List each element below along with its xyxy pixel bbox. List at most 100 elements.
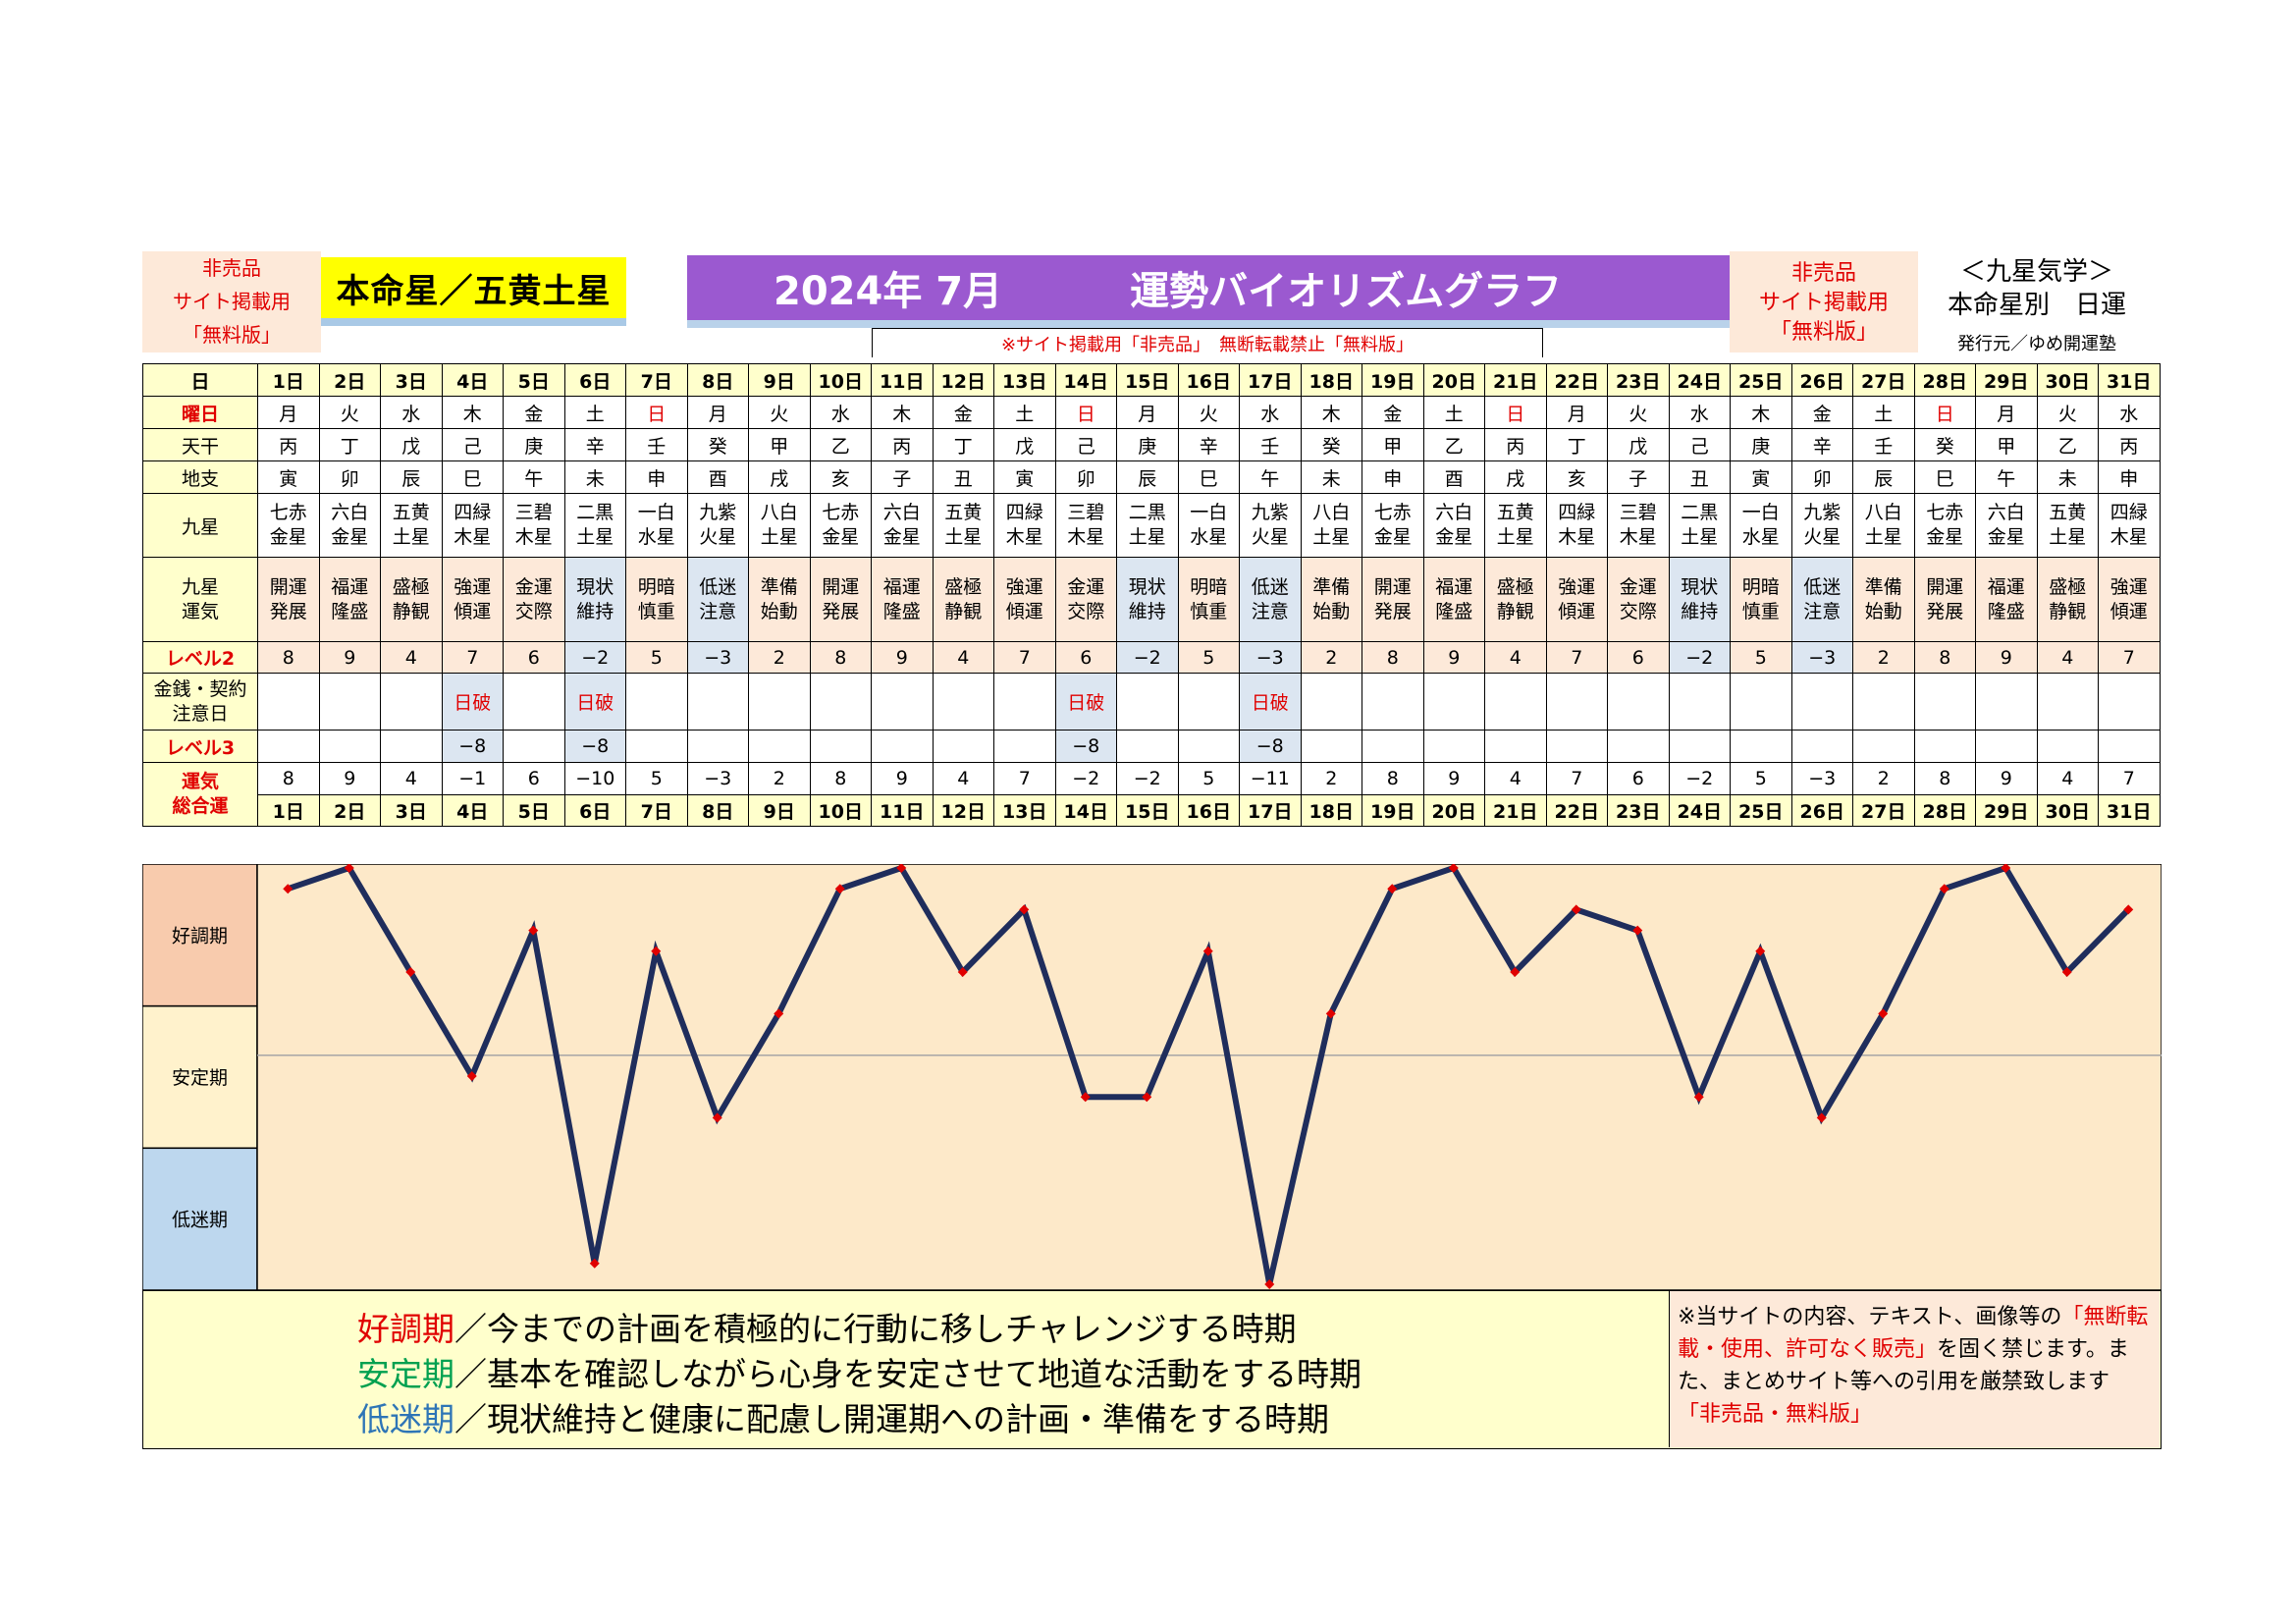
data-point [405, 967, 416, 977]
luck-word-1: 明暗 [1190, 575, 1228, 598]
stem-cell: 己 [1054, 428, 1117, 461]
luck-word-1: 金運 [1619, 575, 1657, 598]
star-cell: 六白 金星 [1975, 493, 2038, 558]
weekday-cell: 金 [1362, 396, 1424, 429]
luck-word-2: 隆盛 [882, 600, 921, 623]
stem-cell: 己 [1668, 428, 1731, 461]
branch-cell: 巳 [1177, 460, 1240, 494]
level3-cell [1730, 730, 1792, 763]
luck-word-2: 発展 [1926, 600, 1964, 623]
star-element: 水星 [637, 526, 675, 548]
data-point [1202, 946, 1213, 956]
branch-cell: 申 [1362, 460, 1424, 494]
money-cell: 日破 [1054, 673, 1117, 731]
row-label-money-1: 金銭・契約 [153, 677, 247, 700]
row-label-money-2: 注意日 [172, 702, 229, 725]
luck-cell: 開運 発展 [809, 557, 872, 642]
luck-word-2: 交際 [1067, 600, 1105, 623]
star-name: 五黄 [2049, 502, 2087, 523]
level3-cell [1668, 730, 1731, 763]
level2-cell: 7 [993, 641, 1056, 674]
total-cell: −1 [441, 762, 504, 795]
luck-cell: 準備 始動 [1852, 557, 1915, 642]
data-point [344, 864, 354, 873]
weekday-cell: 土 [1852, 396, 1915, 429]
luck-cell: 現状 維持 [1116, 557, 1179, 642]
star-element: 木星 [1619, 526, 1657, 548]
money-cell [1913, 673, 1976, 731]
stem-cell: 己 [441, 428, 504, 461]
money-cell [1177, 673, 1240, 731]
money-cell [1668, 673, 1731, 731]
weekday-cell: 水 [1668, 396, 1731, 429]
money-cell [1790, 673, 1853, 731]
total-cell: −10 [563, 762, 626, 795]
level2-cell: 6 [1607, 641, 1670, 674]
day-cell-bottom: 4日 [441, 794, 504, 827]
branch-cell: 未 [2036, 460, 2099, 494]
weekday-cell: 木 [1300, 396, 1362, 429]
luck-word-1: 盛極 [1496, 575, 1534, 598]
total-cell: −3 [1790, 762, 1853, 795]
weekday-cell: 土 [1422, 396, 1485, 429]
stem-cell: 乙 [809, 428, 872, 461]
kyusei-heading-line-2: 本命星別 日運 [1947, 291, 2126, 320]
level3-cell [1975, 730, 2038, 763]
weekday-cell: 金 [932, 396, 994, 429]
day-cell: 26日 [1790, 363, 1853, 397]
total-cell: 4 [380, 762, 443, 795]
level2-cell: 8 [257, 641, 320, 674]
weekday-cell: 土 [993, 396, 1056, 429]
branch-cell: 巳 [1913, 460, 1976, 494]
weekday-cell: 火 [1177, 396, 1240, 429]
data-point [1571, 904, 1581, 915]
level3-cell [1545, 730, 1608, 763]
star-name: 七赤 [1373, 502, 1412, 523]
weekday-cell: 木 [871, 396, 934, 429]
level2-cell: 9 [1422, 641, 1485, 674]
luck-word-1: 現状 [1681, 575, 1719, 598]
star-cell: 九紫 火星 [1239, 493, 1302, 558]
level3-cell [2098, 730, 2161, 763]
day-cell: 9日 [748, 363, 811, 397]
weekday-cell: 金 [503, 396, 565, 429]
star-element: 水星 [1190, 526, 1228, 548]
star-cell: 六白 金星 [871, 493, 934, 558]
star-name: 八白 [1864, 502, 1902, 523]
total-cell: −2 [1054, 762, 1117, 795]
money-cell [809, 673, 872, 731]
branch-cell: 辰 [1852, 460, 1915, 494]
day-cell: 15日 [1116, 363, 1179, 397]
level2-cell: 2 [1300, 641, 1362, 674]
day-cell-bottom: 21日 [1484, 794, 1547, 827]
star-name: 一白 [637, 502, 675, 523]
right-label: 非売品 サイト掲載用 「無料版」 [1730, 251, 1918, 352]
data-point [957, 967, 968, 977]
star-name: 五黄 [1496, 502, 1534, 523]
level2-cell: 2 [1852, 641, 1915, 674]
day-cell-bottom: 25日 [1730, 794, 1792, 827]
stem-cell: 丙 [257, 428, 320, 461]
stem-cell: 乙 [1422, 428, 1485, 461]
star-name: 九紫 [699, 502, 737, 523]
notice-banner: ※サイト掲載用「非売品」 無断転載禁止「無料版」 [872, 328, 1543, 357]
star-name: 四緑 [454, 502, 492, 523]
day-cell-bottom: 26日 [1790, 794, 1853, 827]
level3-cell [1422, 730, 1485, 763]
branch-cell: 丑 [932, 460, 994, 494]
stem-cell: 丙 [1484, 428, 1547, 461]
star-name: 六白 [1987, 502, 2025, 523]
luck-cell: 福運 隆盛 [1422, 557, 1485, 642]
star-element: 金星 [822, 526, 860, 548]
day-cell-bottom: 30日 [2036, 794, 2099, 827]
star-cell: 六白 金星 [318, 493, 381, 558]
total-cell: 6 [1607, 762, 1670, 795]
branch-cell: 酉 [686, 460, 749, 494]
day-cell: 4日 [441, 363, 504, 397]
branch-cell: 戌 [748, 460, 811, 494]
star-name: 七赤 [1926, 502, 1964, 523]
luck-word-2: 隆盛 [1987, 600, 2025, 623]
branch-row: 地支 寅卯辰巳午未申酉戌亥子丑寅卯辰巳午未申酉戌亥子丑寅卯辰巳午未申 [142, 460, 2161, 494]
day-cell: 27日 [1852, 363, 1915, 397]
weekday-cell: 水 [2098, 396, 2161, 429]
